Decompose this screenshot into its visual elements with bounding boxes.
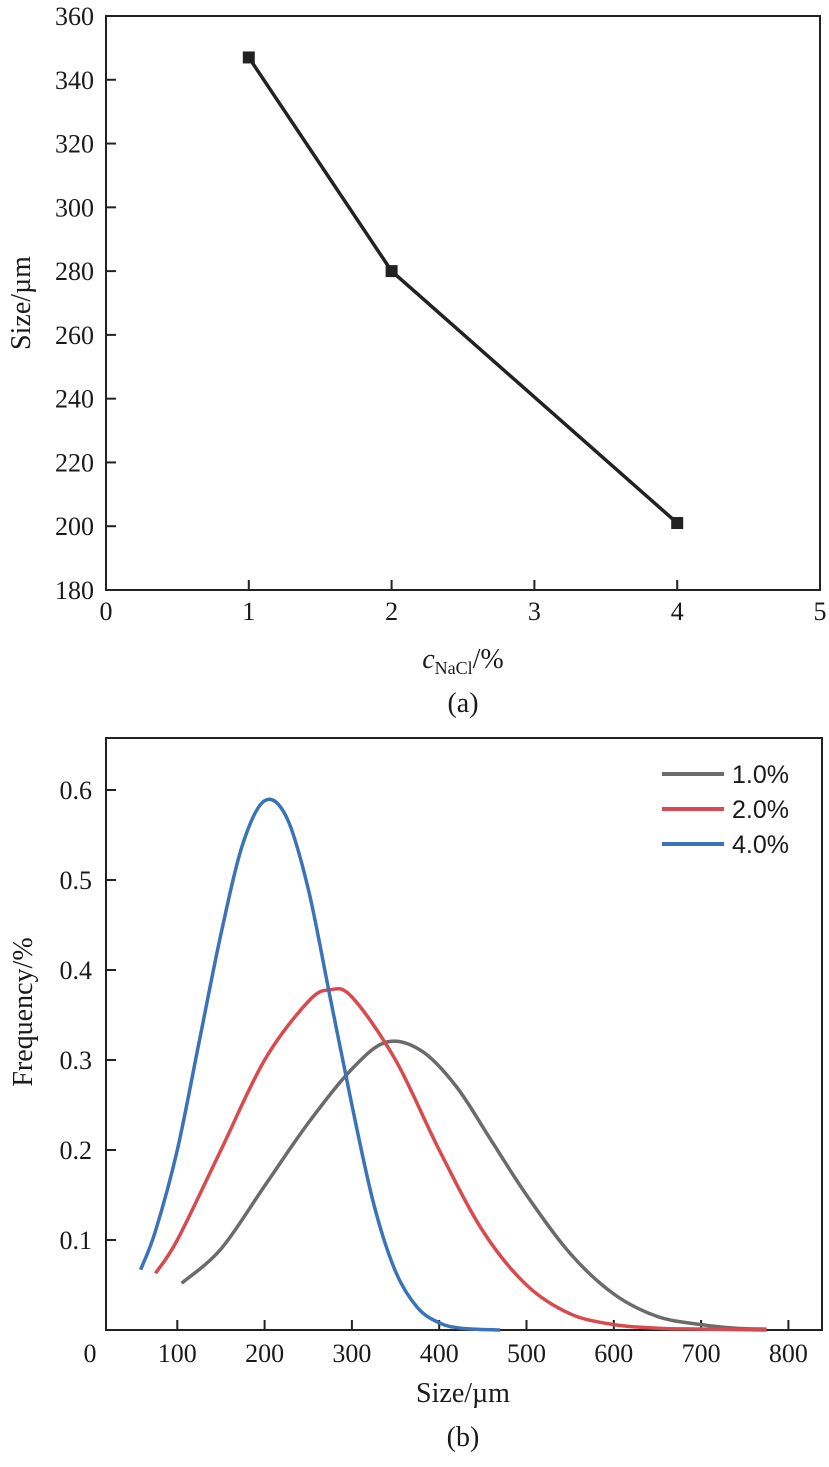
x-tick-label: 600 xyxy=(594,1339,633,1368)
x-tick-label: 500 xyxy=(507,1339,546,1368)
y-axis-label-a: Size/µm xyxy=(6,256,37,350)
x-tick-label: 0 xyxy=(84,1339,97,1368)
data-point-marker xyxy=(242,51,255,64)
series-line xyxy=(247,56,679,525)
legend-label: 1.0% xyxy=(732,761,789,789)
x-tick-label: 3 xyxy=(528,597,541,626)
y-tick-label: 220 xyxy=(55,448,94,477)
y-tick-label: 320 xyxy=(55,130,94,159)
data-point-marker xyxy=(385,265,398,278)
legend-label: 2.0% xyxy=(732,796,789,824)
x-tick-label: 1 xyxy=(242,597,255,626)
x-tick-label: 4 xyxy=(671,597,684,626)
x-axis-label-main: c xyxy=(422,644,435,675)
y-tick-label: 0.1 xyxy=(60,1226,93,1255)
x-axis-label-b: Size/µm xyxy=(416,1378,510,1409)
panel-label-a: (a) xyxy=(447,688,478,719)
x-tick-label: 700 xyxy=(682,1339,721,1368)
x-tick-label: 0 xyxy=(100,597,113,626)
x-tick-label: 5 xyxy=(814,597,827,626)
y-tick-label: 280 xyxy=(55,257,94,286)
legend-label: 4.0% xyxy=(732,831,789,859)
y-tick-label: 300 xyxy=(55,193,94,222)
chart-panel-a: 0 1 2 3 4 5 180 200 220 240 260 280 300 320 340 360 Siz… xyxy=(6,2,827,719)
x-tick-label: 200 xyxy=(245,1339,284,1368)
y-tick-label: 360 xyxy=(55,2,94,31)
axis-ticks-b: 0 100 200 300 400 500 600 700 800 0.1 0.2 0.3 0.4 0.5… xyxy=(60,776,808,1368)
x-tick-label: 400 xyxy=(420,1339,459,1368)
data-point-marker xyxy=(671,517,684,530)
x-axis-label-subscript: NaCl xyxy=(435,658,473,678)
y-axis-label-b: Frequency/% xyxy=(8,937,39,1086)
data-series-b xyxy=(139,797,767,1332)
x-tick-label: 300 xyxy=(332,1339,371,1368)
x-axis-label-a: cNaCl/% xyxy=(422,644,504,678)
x-tick-label: 100 xyxy=(158,1339,197,1368)
y-tick-label: 0.3 xyxy=(60,1046,93,1075)
y-tick-label: 200 xyxy=(55,512,94,541)
y-tick-label: 180 xyxy=(55,576,94,605)
y-tick-label: 0.4 xyxy=(60,956,93,985)
y-tick-label: 260 xyxy=(55,321,94,350)
plot-frame-a xyxy=(105,15,821,591)
data-series-a xyxy=(242,51,684,530)
plot-frame-b xyxy=(105,737,823,1331)
series-curve-20 xyxy=(154,986,767,1332)
chart-panel-b: 0 100 200 300 400 500 600 700 800 0.1 0.2 0.3 0.4 0.5… xyxy=(8,737,823,1453)
series-curve-10 xyxy=(180,1039,767,1331)
series-curve-40 xyxy=(139,797,501,1332)
y-tick-label: 240 xyxy=(55,385,94,414)
y-tick-label: 0.2 xyxy=(60,1136,93,1165)
y-tick-label: 0.6 xyxy=(60,776,93,805)
legend-b: 1.0% 2.0% 4.0% xyxy=(662,761,789,859)
y-tick-label: 340 xyxy=(55,66,94,95)
x-tick-label: 800 xyxy=(769,1339,808,1368)
x-tick-label: 2 xyxy=(385,597,398,626)
axis-ticks-a: 0 1 2 3 4 5 180 200 220 240 260 280 300 320 340 360 xyxy=(55,2,827,626)
y-tick-label: 0.5 xyxy=(60,866,93,895)
panel-label-b: (b) xyxy=(447,1422,480,1453)
x-axis-label-suffix: /% xyxy=(473,644,504,675)
